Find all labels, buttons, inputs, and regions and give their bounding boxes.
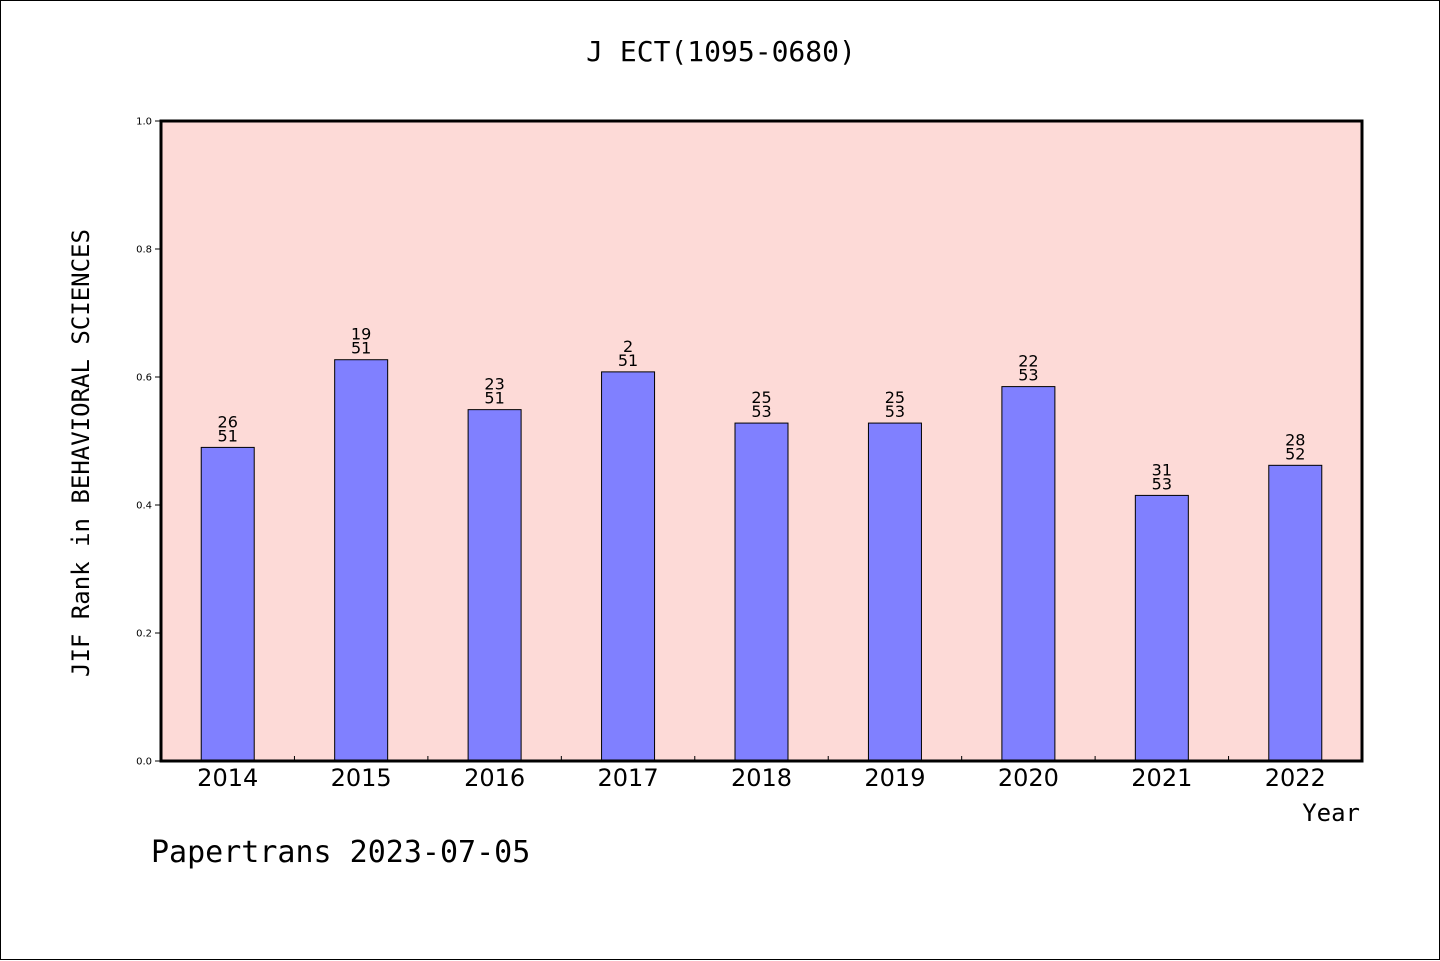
bar-label-rank: 2 (623, 337, 633, 356)
chart-title: J ECT(1095-0680) (586, 35, 856, 68)
bar (1268, 464, 1323, 762)
bar (334, 359, 389, 762)
bar-label-total: 52 (1285, 444, 1305, 463)
bar-label-rank: 22 (1018, 352, 1038, 371)
x-axis-label: Year (1302, 799, 1360, 827)
bar-label-rank: 31 (1152, 460, 1172, 479)
bar (200, 446, 255, 762)
x-tick-label: 2018 (731, 764, 792, 792)
bar-label-total: 51 (351, 339, 371, 358)
bar-label-total: 53 (1152, 474, 1172, 493)
bar-label-rank: 19 (351, 325, 371, 344)
y-tick-label: 0.0 (136, 757, 152, 768)
x-tick-label: 2019 (864, 764, 925, 792)
x-tick-label: 2015 (331, 764, 392, 792)
bar-label-rank: 23 (484, 375, 504, 394)
y-tick-label: 0.8 (136, 245, 152, 256)
bar-label-total: 53 (1018, 366, 1038, 385)
x-tick-label: 2021 (1131, 764, 1192, 792)
bar-label-rank: 25 (751, 388, 771, 407)
bar-label-rank: 28 (1285, 430, 1305, 449)
bar-label-total: 53 (885, 402, 905, 421)
x-tick-label: 2022 (1265, 764, 1326, 792)
y-tick-label: 0.4 (136, 501, 152, 512)
x-tick-label: 2014 (197, 764, 258, 792)
x-tick-label: 2016 (464, 764, 525, 792)
bar (867, 422, 922, 762)
plot-border (159, 119, 1364, 763)
bar-label-total: 51 (618, 351, 638, 370)
bar (601, 371, 656, 762)
footer-credit: Papertrans 2023-07-05 (151, 835, 531, 870)
y-tick-label: 1.0 (136, 117, 152, 128)
bar-label-rank: 25 (885, 388, 905, 407)
bar-label-total: 51 (484, 389, 504, 408)
y-tick-label: 0.6 (136, 373, 152, 384)
bar (734, 422, 789, 762)
bar (1134, 494, 1189, 762)
bar-label-total: 53 (751, 402, 771, 421)
y-tick-label: 0.2 (136, 629, 152, 640)
x-tick-label: 2017 (598, 764, 659, 792)
bar-label-rank: 26 (218, 412, 238, 431)
bar (467, 409, 522, 762)
bar (1001, 386, 1056, 762)
x-tick-label: 2020 (998, 764, 1059, 792)
bar-label-total: 51 (218, 426, 238, 445)
